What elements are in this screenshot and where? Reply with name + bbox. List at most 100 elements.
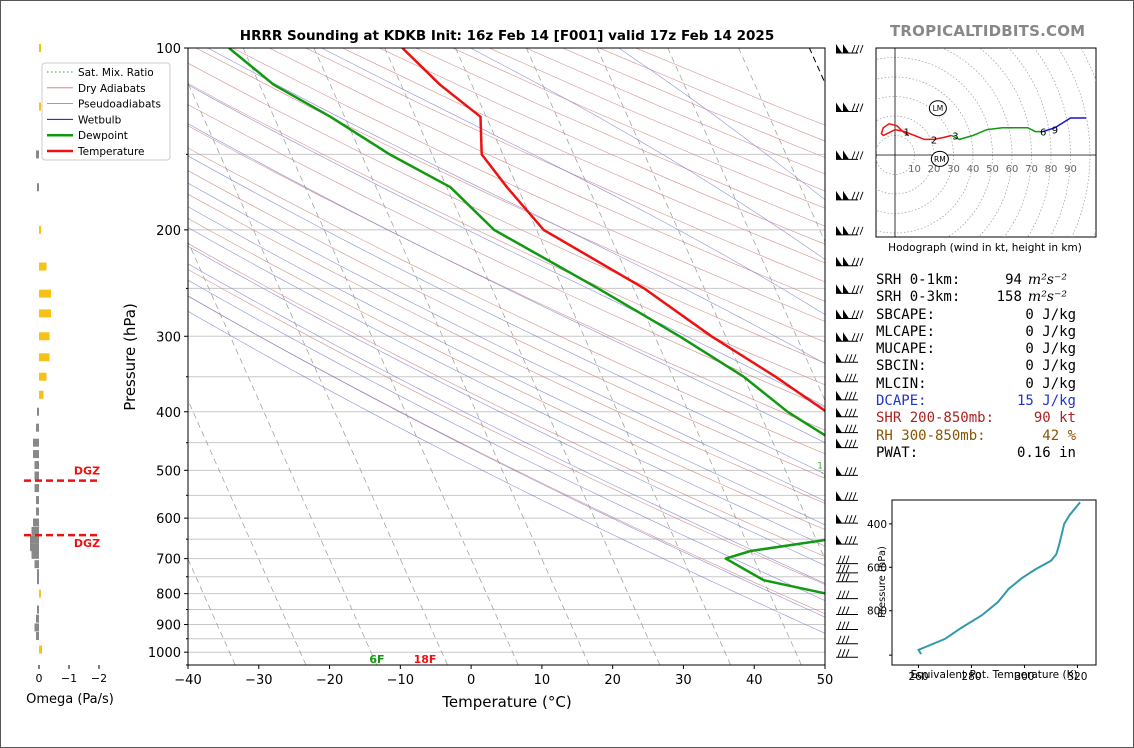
wind-barb-feather — [845, 621, 850, 630]
wind-barb-feather — [837, 555, 842, 564]
omega-tick-label: 0 — [36, 672, 43, 685]
wind-barb-feather — [848, 514, 853, 524]
stat-row: SHR 200-850mb: 90 kt — [876, 410, 1076, 427]
pseudoadiabat-line — [188, 227, 825, 547]
theta-e-line — [917, 501, 1081, 655]
omega-bar — [39, 390, 44, 399]
y-tick-label: 900 — [156, 619, 181, 634]
legend-entry: Dry Adiabats — [78, 83, 146, 95]
omega-bar — [39, 589, 41, 598]
wind-barb-flag — [836, 309, 842, 319]
wind-barb-feather — [837, 564, 842, 573]
dry-adiabat-line — [188, 62, 825, 364]
wind-barb-feather — [855, 333, 860, 342]
pseudoadiabat-line — [188, 279, 825, 601]
mixing-ratio-label: 8 — [999, 461, 1004, 471]
pseudoadiabat-line — [321, 48, 825, 316]
wind-barb-flag — [836, 390, 842, 400]
omega-bar — [36, 631, 39, 640]
omega-bar — [39, 372, 47, 381]
omega-bar — [39, 332, 50, 341]
x-tick-label: −40 — [174, 673, 201, 688]
theta-e-y-tick-label: 800 — [867, 606, 887, 618]
wind-barb-feather — [845, 590, 850, 599]
hodograph-height-label: 2 — [931, 135, 937, 146]
wind-barb-flag — [836, 407, 842, 417]
wind-barb-flag — [836, 102, 842, 112]
isotherm-line — [188, 399, 307, 665]
mixing-ratio-label: 1 — [817, 461, 822, 471]
y-axis-label: Pressure (hPa) — [121, 303, 139, 411]
omega-bar — [37, 569, 39, 578]
pseudoadiabat-line — [188, 155, 825, 475]
omega-bar — [31, 526, 39, 535]
wind-barb-feather — [851, 44, 856, 54]
stat-number: 94 — [1005, 272, 1022, 288]
theta-e-y-tick-label: 600 — [867, 562, 887, 574]
isotherm-line — [188, 240, 378, 665]
mixing-ratio-label: 2 — [874, 461, 879, 471]
storm-motion-label: RM — [934, 155, 946, 164]
isotherm-line — [313, 48, 590, 665]
omega-bar — [37, 183, 39, 192]
hodograph-frame — [875, 47, 1097, 238]
wind-barb-feather — [841, 564, 846, 573]
wind-barb-feather — [844, 467, 849, 476]
mixing-ratio-label: 24 — [1108, 461, 1119, 471]
wind-barb-feather — [851, 191, 856, 201]
dry-adiabat-line — [188, 125, 825, 431]
stat-value: 0 J/kg — [1025, 358, 1076, 375]
wind-barb-feather — [848, 408, 853, 417]
omega-bar — [34, 623, 39, 632]
wind-barb-feather — [851, 226, 856, 236]
stat-row: MLCIN: 0 J/kg — [876, 376, 1076, 393]
wind-barb-feather — [848, 492, 853, 501]
series-line-dewpoint — [228, 48, 825, 595]
wind-barb-feather — [852, 373, 857, 382]
wind-barb-flag — [836, 332, 842, 342]
omega-bar — [33, 450, 39, 459]
omega-bar — [30, 543, 39, 552]
hodograph-height-label: 9 — [1052, 126, 1058, 137]
hodograph-clip-group: 10 20 30 40 50 60 70 80 90 1 2 3 6 9 LM RM — [876, 48, 1096, 237]
isotherm-line — [455, 48, 731, 665]
mixing-ratio-label: 10 — [1018, 461, 1029, 471]
wind-barb-feather — [859, 226, 864, 236]
theta-e-y-label: Pressure (hPa) — [877, 546, 888, 618]
mixing-ratio-label: 13 — [1044, 461, 1055, 471]
stat-label: SBCAPE: — [876, 306, 936, 323]
stat-label: SBCIN: — [876, 358, 927, 375]
wind-barb-feather — [837, 606, 842, 615]
pseudoadiabat-line — [188, 206, 825, 526]
dry-adiabat-line — [188, 170, 825, 479]
brand-watermark: TROPICALTIDBITS.COM — [890, 22, 1086, 40]
stat-label: RH 300-850mb: — [876, 427, 986, 444]
wind-barb-flag — [836, 491, 842, 501]
wind-barb-feather — [837, 621, 842, 630]
pseudoadiabat-line — [188, 182, 825, 502]
wind-barb-feather — [855, 151, 860, 160]
stat-row: SRH 0-3km: 158 m²s⁻² — [876, 289, 1076, 306]
hodograph-label: Hodograph (wind in kt, height in km) — [888, 242, 1082, 254]
hodograph-height-label: 3 — [952, 132, 958, 143]
wind-barb-feather — [841, 573, 846, 582]
wind-barb-feather — [841, 590, 846, 599]
y-tick-label: 700 — [156, 553, 181, 568]
omega-bar — [31, 550, 39, 559]
omega-bar — [39, 645, 42, 654]
wind-barb-feather — [851, 257, 856, 266]
hodograph-trace — [1042, 117, 1087, 133]
dry-adiabat-line — [188, 243, 825, 557]
wind-barb-feather — [841, 555, 846, 564]
hodograph-trace — [951, 126, 1044, 141]
stat-row: MLCAPE: 0 J/kg — [876, 324, 1076, 341]
hodograph-ring-label: 20 — [928, 164, 941, 175]
wind-barb-feather — [841, 621, 846, 630]
surface-dewpoint-label: 6F — [369, 653, 384, 666]
wind-barb-flag — [836, 466, 842, 476]
wind-barb-feather — [841, 635, 846, 644]
legend-entry: Pseudoadiabats — [78, 99, 161, 111]
theta-e-x-tick-label: 300 — [1014, 671, 1034, 683]
wind-barb-feather — [859, 103, 864, 112]
omega-bar — [36, 507, 39, 516]
